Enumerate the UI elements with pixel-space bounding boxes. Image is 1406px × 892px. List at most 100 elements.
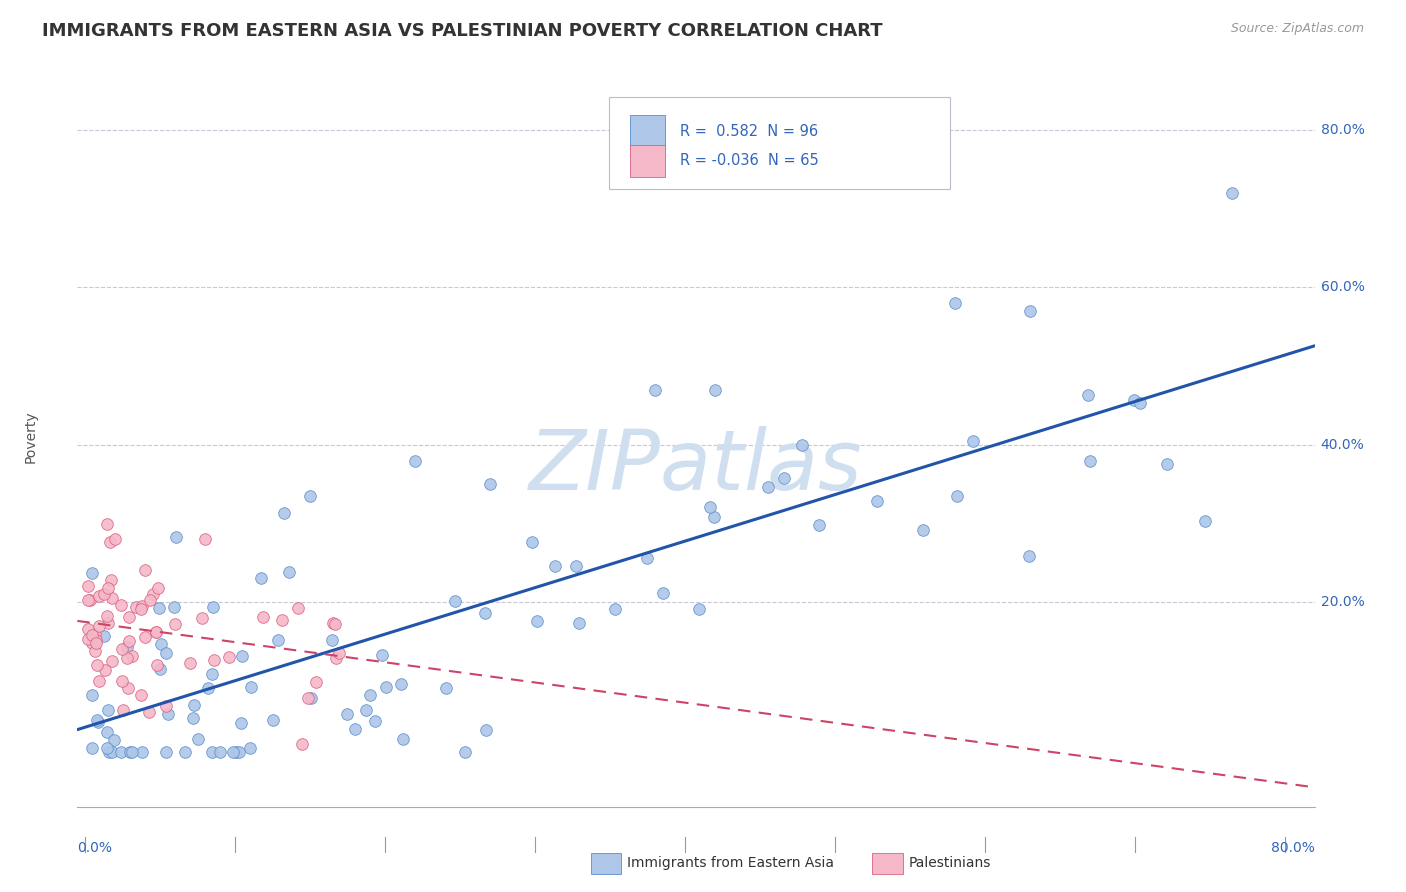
Point [454,745,477,759]
Point [322,616,344,631]
Point [131,602,153,616]
Point [1156,457,1178,471]
Point [83,626,105,640]
Point [86,714,108,728]
Point [155,699,177,714]
Point [344,722,367,736]
FancyBboxPatch shape [609,96,949,189]
Point [321,632,343,647]
Point [82,566,104,580]
Point [187,731,209,746]
Point [101,745,124,759]
Point [179,656,201,670]
Point [218,650,240,665]
Point [165,530,187,544]
Point [354,703,377,717]
Point [110,641,132,656]
Point [98,745,121,759]
Point [79,593,101,607]
Point [273,506,295,520]
Point [115,651,138,665]
Point [912,524,935,538]
Point [96,516,118,531]
Point [104,533,127,547]
Point [139,593,162,607]
Point [103,733,125,747]
Point [149,637,172,651]
Point [434,681,457,695]
Point [299,489,322,503]
Point [392,732,415,747]
Point [772,471,794,485]
Text: Poverty: Poverty [24,411,38,463]
Point [100,534,122,549]
Point [1018,549,1040,564]
Point [287,600,309,615]
Text: R = -0.036  N = 65: R = -0.036 N = 65 [681,153,818,169]
Point [1123,393,1146,408]
Point [239,740,262,755]
Point [1220,186,1243,200]
Point [146,657,169,672]
Point [163,599,186,614]
Point [699,500,721,515]
Point [120,745,142,759]
Point [291,737,314,751]
Point [146,582,169,596]
Point [83,643,105,657]
Point [96,608,118,623]
Point [375,681,398,695]
Point [87,673,110,688]
Point [807,517,830,532]
Point [77,632,100,646]
Point [100,573,122,587]
Point [325,651,347,665]
Point [76,623,98,637]
Text: Immigrants from Eastern Asia: Immigrants from Eastern Asia [627,856,834,871]
Text: 40.0%: 40.0% [1320,438,1365,452]
Point [93,587,115,601]
Point [118,634,141,648]
Point [110,745,132,759]
Point [174,745,197,759]
Point [565,559,588,574]
Point [82,688,104,702]
Text: ZIPatlas: ZIPatlas [529,426,863,508]
FancyBboxPatch shape [630,115,665,147]
Point [183,711,205,725]
Text: 20.0%: 20.0% [1320,596,1365,609]
Point [202,652,225,666]
Point [544,559,567,574]
Point [703,510,725,524]
Point [183,698,205,713]
Point [201,666,224,681]
Point [945,489,967,503]
Point [228,745,250,759]
Point [142,586,165,600]
Point [478,477,501,491]
Point [124,599,146,614]
Point [138,705,160,719]
Point [194,533,217,547]
Point [134,631,156,645]
Text: R =  0.582  N = 96: R = 0.582 N = 96 [681,124,818,139]
Point [703,383,725,397]
Point [1018,304,1040,318]
Point [101,591,124,606]
Text: 80.0%: 80.0% [1320,123,1365,136]
Point [121,745,143,759]
Point [475,723,498,737]
Point [100,654,122,668]
Point [404,453,426,467]
Point [636,550,658,565]
Point [157,707,180,722]
Point [131,688,153,702]
Point [111,703,134,717]
Point [111,674,134,689]
Point [278,565,301,579]
Point [297,690,319,705]
Point [118,610,141,624]
Point [444,594,467,608]
Point [526,615,548,629]
Point [225,745,247,759]
